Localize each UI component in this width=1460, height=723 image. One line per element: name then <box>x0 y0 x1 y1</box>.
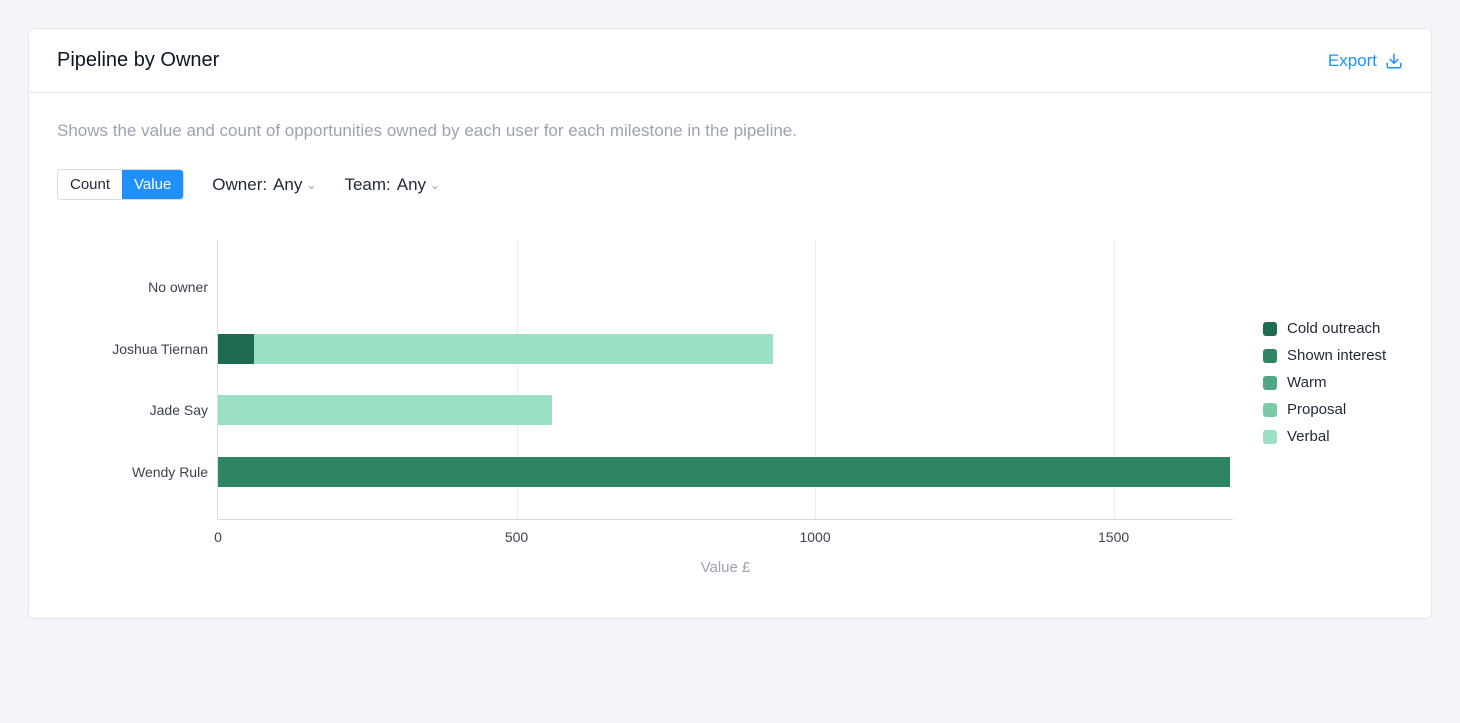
x-axis-label: Value £ <box>701 559 751 576</box>
chart-plot: 050010001500Value £No ownerJoshua Tierna… <box>217 240 1233 520</box>
bar-segment[interactable] <box>218 457 1230 487</box>
bar-row <box>218 457 1233 487</box>
chevron-down-icon: ⌄ <box>430 178 440 192</box>
legend-label: Verbal <box>1287 428 1330 445</box>
team-filter: Team: Any ⌄ <box>344 175 440 195</box>
bar-segment[interactable] <box>218 395 552 425</box>
y-axis-label: Jade Say <box>150 402 208 418</box>
legend-item[interactable]: Cold outreach <box>1263 320 1403 337</box>
bar-segment[interactable] <box>218 334 254 364</box>
chart-area: 0 500 1000 1500 Value £ No owner Joshua Tierna… <box>57 240 1233 590</box>
team-filter-dropdown[interactable]: Any ⌄ <box>397 175 440 195</box>
metric-segmented-control: Count Value <box>57 169 184 200</box>
y-axis-label: Wendy Rule <box>132 464 208 480</box>
legend-item[interactable]: Warm <box>1263 374 1403 391</box>
download-icon <box>1385 52 1403 70</box>
x-tick-label: 1500 <box>1098 529 1129 545</box>
owner-filter-label: Owner: <box>212 175 267 195</box>
page-title: Pipeline by Owner <box>57 49 219 72</box>
chart-legend: Cold outreach Shown interest Warm Proposal V… <box>1233 240 1403 455</box>
chevron-down-icon: ⌄ <box>306 178 316 192</box>
bar-row <box>218 395 1233 425</box>
bar-segment[interactable] <box>254 334 773 364</box>
x-tick-label: 500 <box>505 529 528 545</box>
team-filter-value: Any <box>397 175 426 195</box>
y-axis-label: Joshua Tiernan <box>112 341 208 357</box>
x-tick-label: 0 <box>214 529 222 545</box>
chart-container: 0 500 1000 1500 Value £ No owner Joshua Tierna… <box>57 240 1403 590</box>
legend-item[interactable]: Proposal <box>1263 401 1403 418</box>
legend-swatch <box>1263 322 1277 336</box>
legend-item[interactable]: Verbal <box>1263 428 1403 445</box>
x-tick-label: 1000 <box>799 529 830 545</box>
owner-filter: Owner: Any ⌄ <box>212 175 316 195</box>
team-filter-label: Team: <box>344 175 390 195</box>
description-text: Shows the value and count of opportuniti… <box>57 121 1403 141</box>
legend-swatch <box>1263 376 1277 390</box>
card-header: Pipeline by Owner Export <box>29 29 1431 93</box>
legend-label: Cold outreach <box>1287 320 1380 337</box>
legend-label: Warm <box>1287 374 1326 391</box>
legend-label: Shown interest <box>1287 347 1386 364</box>
legend-item[interactable]: Shown interest <box>1263 347 1403 364</box>
owner-filter-value: Any <box>273 175 302 195</box>
legend-swatch <box>1263 403 1277 417</box>
export-button[interactable]: Export <box>1328 51 1403 71</box>
bar-row <box>218 334 1233 364</box>
legend-swatch <box>1263 349 1277 363</box>
card-body: Shows the value and count of opportuniti… <box>29 93 1431 618</box>
value-button[interactable]: Value <box>122 170 183 199</box>
legend-swatch <box>1263 430 1277 444</box>
legend-label: Proposal <box>1287 401 1346 418</box>
export-label: Export <box>1328 51 1377 71</box>
controls-row: Count Value Owner: Any ⌄ Team: Any ⌄ <box>57 169 1403 200</box>
pipeline-card: Pipeline by Owner Export Shows the value… <box>28 28 1432 619</box>
y-axis-label: No owner <box>148 279 208 295</box>
count-button[interactable]: Count <box>58 170 122 199</box>
owner-filter-dropdown[interactable]: Any ⌄ <box>273 175 316 195</box>
bar-row <box>218 272 1233 302</box>
